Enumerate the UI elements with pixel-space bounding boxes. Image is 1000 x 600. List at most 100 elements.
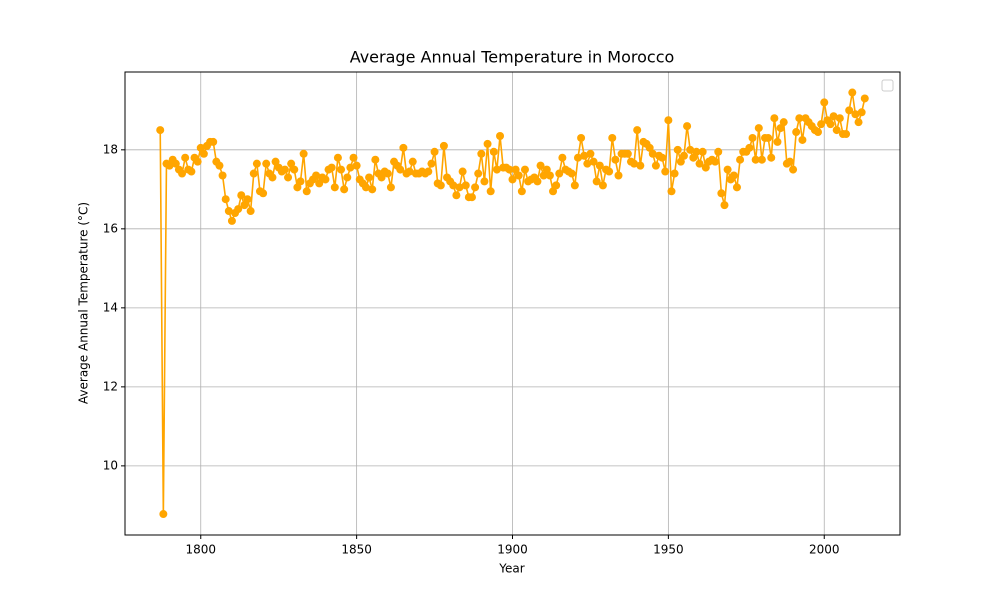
data-point	[486, 187, 495, 196]
x-axis-label: Year	[498, 562, 524, 576]
data-point	[436, 181, 445, 190]
data-point	[776, 124, 785, 133]
data-point	[449, 181, 458, 190]
data-point	[832, 126, 841, 135]
data-point	[729, 171, 738, 180]
data-point	[471, 183, 480, 192]
data-point	[573, 153, 582, 162]
data-point	[337, 165, 346, 174]
data-point	[215, 161, 224, 170]
data-point	[386, 183, 395, 192]
data-point	[252, 159, 261, 168]
data-point	[399, 143, 408, 152]
data-point	[156, 126, 165, 135]
data-point	[237, 191, 246, 200]
data-point	[346, 163, 355, 172]
data-point	[586, 149, 595, 158]
data-point	[159, 510, 168, 519]
data-point	[536, 161, 545, 170]
data-point	[224, 207, 233, 216]
data-point	[623, 149, 632, 158]
data-point	[517, 187, 526, 196]
data-point	[280, 165, 289, 174]
data-point	[614, 171, 623, 180]
data-point	[773, 137, 782, 146]
data-point	[577, 133, 586, 142]
data-point	[754, 124, 763, 133]
data-point	[555, 169, 564, 178]
data-point	[508, 175, 517, 184]
data-point	[299, 149, 308, 158]
data-point	[439, 141, 448, 150]
chart-title: Average Annual Temperature in Morocco	[350, 48, 675, 67]
data-point	[829, 112, 838, 121]
data-point	[714, 147, 723, 156]
data-point	[218, 171, 227, 180]
data-point	[798, 135, 807, 144]
data-point	[383, 169, 392, 178]
data-point	[246, 207, 255, 216]
data-point	[595, 161, 604, 170]
data-point	[542, 165, 551, 174]
data-point	[580, 151, 589, 160]
data-point	[193, 157, 202, 166]
data-point	[673, 145, 682, 154]
x-tick-label: 1800	[185, 543, 216, 557]
data-point	[181, 153, 190, 162]
data-point	[785, 157, 794, 166]
data-point	[630, 159, 639, 168]
data-point	[770, 114, 779, 123]
data-point	[670, 169, 679, 178]
data-point	[477, 149, 486, 158]
data-point	[611, 155, 620, 164]
data-point	[848, 88, 857, 97]
data-point	[365, 173, 374, 182]
data-point	[689, 153, 698, 162]
data-point	[533, 177, 542, 186]
data-point	[284, 173, 293, 182]
data-point	[489, 147, 498, 156]
x-tick-label: 1950	[653, 543, 684, 557]
y-axis-label: Average Annual Temperature (°C)	[77, 202, 91, 404]
data-point	[764, 133, 773, 142]
data-point	[608, 133, 617, 142]
data-point	[290, 165, 299, 174]
data-point	[496, 131, 505, 140]
data-point	[679, 151, 688, 160]
data-point	[664, 116, 673, 125]
data-point	[461, 181, 470, 190]
y-tick-label: 10	[103, 458, 118, 472]
data-point	[545, 171, 554, 180]
data-point	[227, 216, 236, 225]
data-point	[340, 185, 349, 194]
data-point	[701, 163, 710, 172]
y-tick-label: 18	[103, 142, 118, 156]
data-point	[658, 153, 667, 162]
data-point	[683, 122, 692, 131]
data-point	[240, 201, 249, 210]
data-point	[592, 177, 601, 186]
data-point	[427, 159, 436, 168]
data-point	[789, 165, 798, 174]
data-point	[851, 110, 860, 119]
data-point	[835, 114, 844, 123]
data-point	[633, 126, 642, 135]
data-point	[268, 173, 277, 182]
data-point	[842, 130, 851, 139]
data-point	[343, 173, 352, 182]
data-point	[645, 143, 654, 152]
data-point	[720, 201, 729, 210]
data-point	[396, 165, 405, 174]
data-point	[792, 128, 801, 137]
data-point	[745, 143, 754, 152]
data-point	[736, 155, 745, 164]
data-point	[315, 179, 324, 188]
data-point	[748, 133, 757, 142]
data-point	[293, 183, 302, 192]
data-point	[698, 147, 707, 156]
data-point	[178, 169, 187, 178]
data-point	[558, 153, 567, 162]
data-point	[377, 173, 386, 182]
data-point	[327, 163, 336, 172]
